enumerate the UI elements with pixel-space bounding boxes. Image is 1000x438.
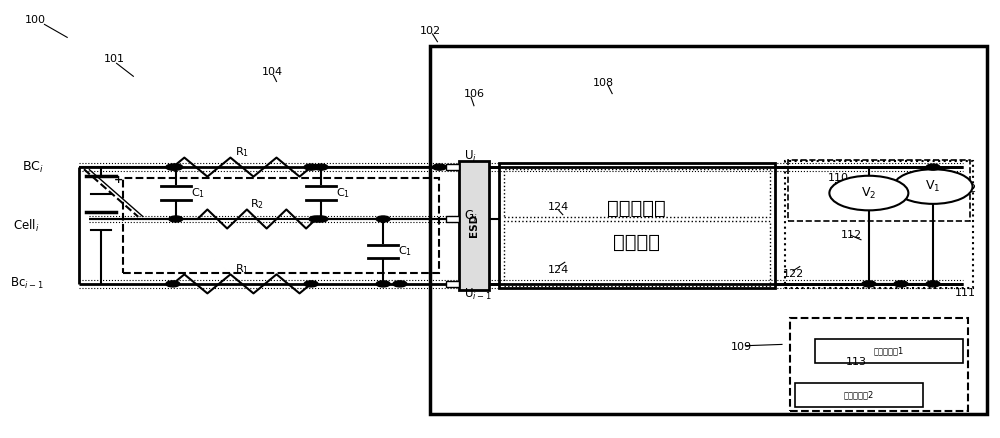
Circle shape (432, 164, 446, 170)
Ellipse shape (894, 169, 973, 204)
Circle shape (862, 281, 876, 287)
Bar (430, 46, 987, 413)
Bar (446, 216, 459, 222)
Bar (446, 281, 459, 287)
Text: BC$_i$: BC$_i$ (22, 159, 44, 175)
Circle shape (376, 281, 390, 287)
Bar (459, 161, 489, 290)
Circle shape (169, 164, 183, 170)
Text: 基准发生器1: 基准发生器1 (873, 347, 904, 356)
Text: V$_2$: V$_2$ (861, 186, 877, 201)
Text: V$_1$: V$_1$ (925, 179, 941, 194)
Text: 112: 112 (841, 230, 862, 240)
Bar (504, 169, 770, 217)
Circle shape (169, 216, 183, 222)
Bar (788, 160, 970, 221)
Text: 109: 109 (731, 342, 752, 352)
Text: G$_i$: G$_i$ (464, 209, 478, 224)
Circle shape (166, 281, 180, 287)
Text: Cell$_i$: Cell$_i$ (13, 217, 40, 233)
Text: U$_{i-1}$: U$_{i-1}$ (464, 287, 492, 302)
Circle shape (894, 281, 908, 287)
Circle shape (393, 281, 407, 287)
Text: C$_1$: C$_1$ (398, 244, 412, 258)
Text: 108: 108 (592, 78, 614, 88)
Circle shape (926, 164, 940, 170)
Text: ESD: ESD (469, 214, 479, 237)
Circle shape (166, 164, 180, 170)
Text: 104: 104 (262, 67, 283, 77)
Text: 102: 102 (420, 26, 441, 36)
Text: +: + (114, 175, 123, 185)
Text: 100: 100 (25, 15, 46, 25)
Text: 111: 111 (955, 287, 976, 297)
Text: 122: 122 (783, 269, 804, 279)
Bar (790, 318, 968, 411)
Circle shape (314, 164, 328, 170)
Text: 124: 124 (548, 265, 569, 275)
Text: 110: 110 (827, 173, 848, 183)
Text: U$_i$: U$_i$ (464, 149, 477, 164)
Text: R$_2$: R$_2$ (250, 197, 264, 211)
Text: 113: 113 (846, 357, 867, 367)
Bar (446, 164, 459, 170)
Text: 124: 124 (548, 202, 569, 212)
Text: C$_1$: C$_1$ (336, 186, 350, 200)
Bar (123, 178, 439, 273)
Text: 106: 106 (464, 88, 485, 99)
Text: R$_1$: R$_1$ (235, 145, 249, 159)
Circle shape (376, 216, 390, 222)
Circle shape (314, 216, 328, 222)
Text: 平衡电路: 平衡电路 (613, 233, 660, 252)
Circle shape (304, 164, 318, 170)
Bar (795, 383, 923, 407)
Text: 122: 122 (956, 184, 977, 194)
Circle shape (309, 216, 323, 222)
Text: 开环诊断和: 开环诊断和 (607, 199, 666, 218)
Bar (499, 163, 775, 288)
Circle shape (304, 281, 318, 287)
Text: 101: 101 (104, 54, 125, 64)
Text: R$_1$: R$_1$ (235, 262, 249, 276)
Ellipse shape (829, 176, 908, 210)
Text: Bc$_{i-1}$: Bc$_{i-1}$ (10, 276, 44, 291)
Bar (785, 161, 973, 288)
Circle shape (926, 281, 940, 287)
Text: C$_1$: C$_1$ (191, 186, 205, 200)
Bar (815, 339, 963, 363)
Text: 基准发生器2: 基准发生器2 (844, 391, 874, 400)
Bar (504, 221, 770, 286)
